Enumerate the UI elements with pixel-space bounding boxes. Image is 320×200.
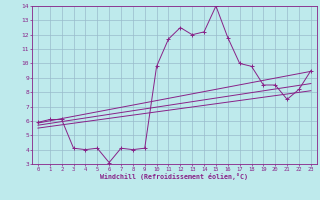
X-axis label: Windchill (Refroidissement éolien,°C): Windchill (Refroidissement éolien,°C): [100, 173, 248, 180]
